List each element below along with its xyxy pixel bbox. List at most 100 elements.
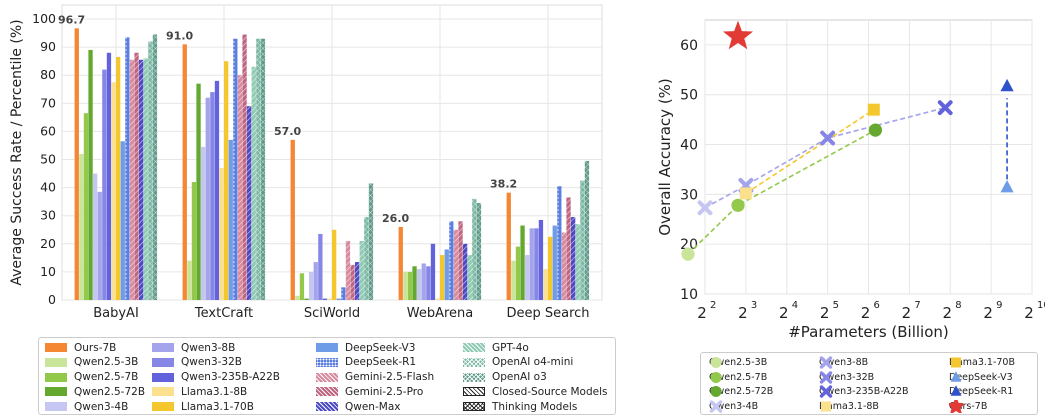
scatter-x-tick-exponent: 3: [751, 300, 757, 311]
bar-qwen2-5-3b-sciworld: [295, 295, 300, 300]
bar-qwen-max-deep-search: [571, 217, 576, 300]
bar-llama3-1-70b-sciworld: [332, 229, 337, 300]
bar-qwen2-5-3b-babyai: [79, 153, 84, 300]
data-label-babyai: 96.7: [58, 13, 85, 26]
legend-label: Gemini-2.5-Flash: [345, 371, 435, 384]
bar-qwen3-235b-a22b-deep-search: [538, 219, 544, 300]
scatter-legend-label: DeepSeek-V3: [949, 371, 1013, 383]
bar-ours-7b-textcraft: [182, 44, 187, 301]
bar-qwen3-8b-deep-search: [529, 228, 534, 300]
bar-deepseek-r1-babyai: [125, 37, 130, 301]
bar-gemini-2-5-pro-textcraft: [242, 34, 247, 300]
y-tick-label: 0: [48, 292, 56, 307]
bar-ours-7b-webarena: [398, 226, 403, 300]
legend-swatch: [45, 343, 67, 352]
legend-swatch: [463, 387, 485, 397]
bar-deepseek-r1-webarena: [449, 221, 454, 300]
scatter-x-tick-exponent: 8: [955, 300, 961, 311]
bar-qwen-max-webarena: [463, 243, 468, 300]
bar-gpt-4o-webarena: [467, 255, 472, 300]
bar-qwen2-5-3b-webarena: [403, 271, 408, 300]
bar-openai-o4-mini-babyai: [148, 41, 153, 301]
legend-item-openai-o3: OpenAI o3: [463, 371, 547, 384]
scatter-legend-item-deepseek-r1: DeepSeek-R1: [949, 385, 1013, 398]
legend-marker-square: [951, 357, 961, 368]
bar-qwen3-235b-a22b-textcraft: [214, 80, 220, 300]
scatter-x-tick-label: 2: [820, 304, 830, 322]
y-tick-label: 20: [40, 236, 56, 251]
scatter-x-tick-exponent: 5: [833, 300, 839, 311]
bar-qwen3-235b-a22b-webarena: [430, 243, 436, 300]
scatter-legend-item-deepseek-v3: DeepSeek-V3: [949, 370, 1013, 384]
legend-swatch: [463, 343, 485, 352]
scatter-x-tick-label: 2: [697, 304, 707, 322]
bar-openai-o4-mini-sciworld: [364, 217, 369, 300]
point-llama3-1-70b: [867, 103, 880, 116]
legend-label: Qwen2.5-7B: [74, 371, 139, 384]
legend-item-qwen2-5-3b: Qwen2.5-3B: [45, 356, 138, 369]
bar-llama3-1-70b-deep-search: [548, 236, 553, 300]
bar-qwen2-5-3b-textcraft: [187, 260, 192, 300]
scatter-x-axis-label: #Parameters (Billion): [788, 323, 949, 341]
bar-qwen3-8b-webarena: [421, 263, 426, 300]
scatter-legend-label: Qwen2.5-3B: [709, 357, 768, 368]
y-tick-label: 90: [40, 39, 56, 54]
scatter-legend-label: DeepSeek-R1: [949, 386, 1014, 397]
x-stroke: [819, 370, 833, 384]
scatter-x-tick-label: 2: [861, 304, 871, 322]
bar-llama3-1-8b-textcraft: [219, 167, 224, 300]
legend-swatch: [316, 372, 338, 382]
legend-item-thinking-models: Thinking Models: [463, 400, 577, 413]
legend-swatch: [316, 343, 338, 352]
y-tick-label: 60: [40, 123, 56, 138]
scatter-legend-item-qwen2-5-72b: Qwen2.5-72B: [709, 385, 773, 398]
bar-qwen3-32b-webarena: [426, 266, 431, 300]
point-qwen3-235b-a22b: [937, 100, 953, 116]
scatter-legend-label: Qwen3-4B: [709, 400, 759, 412]
bar-qwen3-32b-textcraft: [210, 92, 215, 300]
bar-qwen-max-babyai: [139, 59, 144, 301]
bar-ours-7b-deep-search: [506, 192, 511, 300]
bar-openai-o3-deep-search: [584, 160, 590, 300]
y-tick-label: 40: [40, 180, 56, 195]
scatter-legend-item-llama3-1-70b: Llama3.1-70B: [949, 356, 1015, 369]
data-label-deep-search: 38.2: [490, 178, 517, 191]
x-tick-label-sciworld: SciWorld: [304, 306, 360, 321]
bar-qwen2-5-72b-babyai: [88, 49, 93, 301]
scatter-legend-item-qwen3-8b: Qwen3-8B: [819, 356, 868, 369]
bar-gemini-2-5-flash-textcraft: [237, 75, 243, 300]
bar-qwen3-235b-a22b-sciworld: [322, 298, 328, 300]
legend-item-qwen3-235b-a22b: Qwen3-235B-A22B: [152, 371, 280, 384]
bar-qwen3-235b-a22b-babyai: [106, 52, 112, 301]
bar-openai-o3-webarena: [476, 203, 482, 300]
scatter-x-tick-exponent: 9: [996, 300, 1002, 311]
bar-openai-o4-mini-webarena: [472, 198, 477, 300]
legend-item-deepseek-v3: DeepSeek-V3: [316, 341, 415, 354]
scatter-y-tick-label: 60: [680, 38, 698, 54]
legend-label: Thinking Models: [492, 400, 578, 413]
x-tick-label-babyai: BabyAI: [93, 306, 139, 321]
legend-label: Llama3.1-70B: [181, 400, 254, 413]
scatter-y-tick-label: 10: [680, 287, 698, 303]
bar-qwen3-32b-deep-search: [534, 228, 539, 300]
legend-item-qwen3-8b: Qwen3-8B: [152, 341, 235, 354]
x-stroke: [709, 399, 723, 413]
bar-qwen3-4b-deep-search: [525, 255, 530, 300]
scatter-x-tick-exponent: 7: [914, 300, 920, 311]
data-label-sciworld: 57.0: [274, 125, 301, 138]
bar-gemini-2-5-pro-deep-search: [566, 197, 571, 300]
bar-llama3-1-8b-sciworld: [327, 298, 332, 300]
legend-marker-shape: [950, 370, 962, 382]
bar-qwen3-4b-babyai: [93, 173, 98, 300]
legend-marker-star: [949, 399, 963, 413]
bar-deepseek-v3-babyai: [120, 141, 125, 300]
bar-qwen2-5-7b-deep-search: [515, 246, 521, 300]
y-tick-label: 50: [40, 152, 56, 167]
y-tick-label: 10: [40, 264, 56, 279]
legend-label: Closed-Source Models: [492, 385, 608, 398]
legend-marker-circle: [710, 371, 722, 383]
legend-marker-square: [821, 401, 831, 411]
scatter-legend-item-qwen3-32b: Qwen3-32B: [819, 370, 874, 384]
point-deepseek-v3: [1000, 179, 1014, 193]
data-label-webarena: 26.0: [382, 212, 409, 225]
